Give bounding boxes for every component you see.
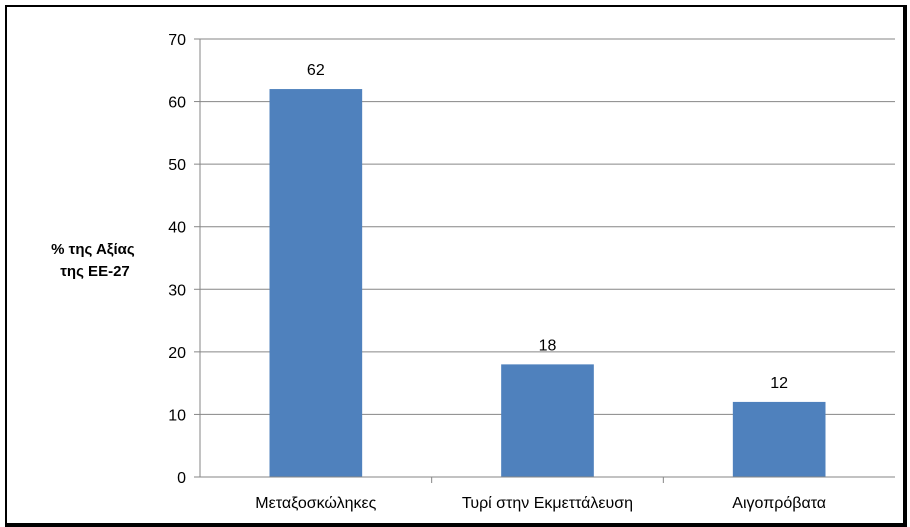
data-labels: 62 18 12: [307, 62, 788, 392]
bars: [269, 89, 826, 478]
y-tick-label-6: 60: [168, 95, 186, 112]
y-axis-label-line-2: της ΕΕ-27: [60, 263, 130, 280]
y-tick-label-3: 30: [168, 282, 186, 299]
y-tick-label-5: 50: [168, 157, 186, 174]
bar-1: [269, 89, 363, 478]
data-label-2: 18: [539, 337, 557, 354]
frame-shadow-bottom: [5, 523, 907, 527]
x-category-label-1: Μεταξοσκώληκες: [255, 495, 376, 512]
bar-2: [501, 364, 594, 477]
data-label-1: 62: [307, 62, 325, 79]
y-axis-ticks: 0 10 20 30 40 50 60 70: [168, 32, 200, 487]
x-axis-labels: Μεταξοσκώληκες Τυρί στην Εκμεττάλευση Αιγο…: [255, 477, 826, 512]
bar-3: [732, 401, 826, 477]
y-tick-label-4: 40: [168, 220, 186, 237]
y-tick-label-7: 70: [168, 32, 186, 49]
y-tick-label-2: 20: [168, 345, 186, 362]
data-label-3: 12: [770, 375, 788, 392]
y-axis-label-line-1: % της Αξίας: [51, 241, 135, 258]
y-tick-label-0: 0: [177, 470, 186, 487]
x-category-label-3: Αιγοπρόβατα: [732, 495, 826, 512]
y-axis-label: % της Αξίας της ΕΕ-27: [51, 241, 139, 280]
x-category-label-2: Τυρί στην Εκμεττάλευση: [462, 495, 633, 512]
frame-shadow-right: [903, 5, 907, 527]
y-tick-label-1: 10: [168, 407, 186, 424]
